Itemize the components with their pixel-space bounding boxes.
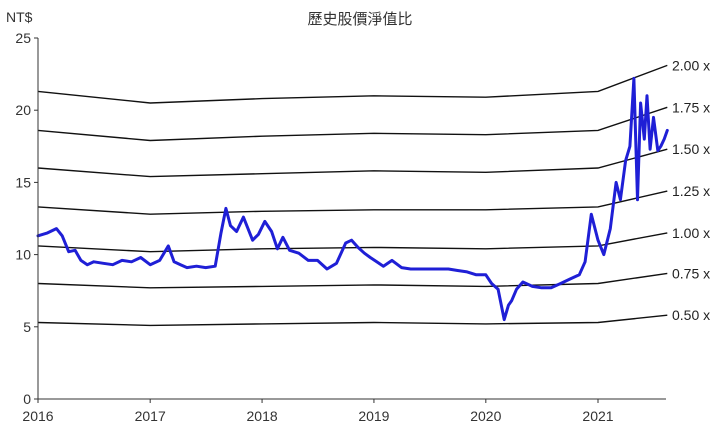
pb-band-line-2 [37, 148, 668, 178]
y-tick-label: 20 [15, 102, 31, 118]
pb-band-line-5 [37, 272, 668, 289]
price-series [36, 76, 669, 322]
pb-band-line-4 [37, 232, 668, 253]
band-label-2: 1.50 x [672, 141, 710, 157]
pb-band-lines [37, 64, 668, 327]
y-tick-label: 10 [15, 247, 31, 263]
band-label-4: 1.00 x [672, 225, 710, 241]
band-labels: 2.00 x 1.75 x 1.50 x 1.25 x 1.00 x 0.75 x 0.50… [672, 57, 710, 323]
y-tick-label: 0 [23, 391, 31, 407]
band-label-5: 0.75 x [672, 265, 710, 281]
band-label-1: 1.75 x [672, 99, 710, 115]
pb-band-line-6 [37, 314, 668, 327]
x-tick-label: 2021 [582, 408, 613, 424]
x-tick-label: 2017 [135, 408, 166, 424]
y-tick-label: 5 [23, 319, 31, 335]
chart-title: 歷史股價淨值比 [307, 10, 412, 28]
band-label-0: 2.00 x [672, 57, 710, 73]
x-tick-label: 2019 [358, 408, 389, 424]
x-tick-label: 2018 [247, 408, 278, 424]
y-tick-label: 25 [15, 30, 31, 46]
pb-band-line-1 [37, 106, 668, 142]
x-tick-label: 2020 [470, 408, 501, 424]
axis-ticks: 0 5 10 15 20 25 2016 2017 2018 2019 2020 2021 [15, 30, 613, 424]
pb-band-line-0 [37, 64, 668, 104]
y-axis-unit-label: NT$ [6, 9, 33, 25]
y-tick-label: 15 [15, 174, 31, 190]
band-label-6: 0.50 x [672, 307, 710, 323]
pb-band-line-3 [37, 190, 668, 215]
axes [37, 38, 666, 400]
x-tick-label: 2016 [22, 408, 53, 424]
price-line [36, 76, 669, 322]
band-label-3: 1.25 x [672, 183, 710, 199]
